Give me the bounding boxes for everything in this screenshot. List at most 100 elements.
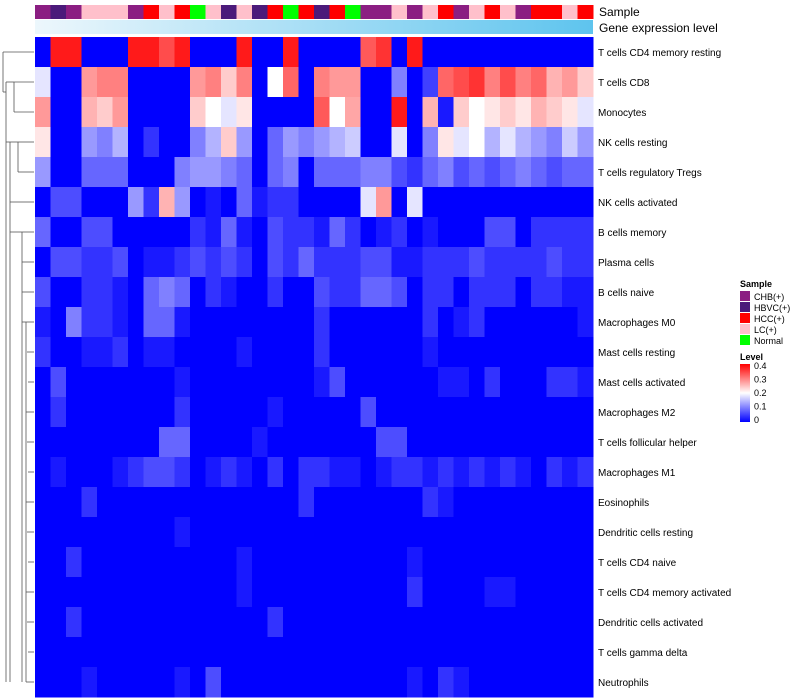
sample-annotation-cell: [515, 5, 532, 19]
heatmap-cell: [252, 157, 268, 188]
heatmap-cell: [252, 487, 268, 518]
heatmap-cell: [236, 97, 253, 128]
heatmap-cell: [252, 397, 268, 428]
heatmap-cell: [407, 607, 423, 638]
heatmap-cell: [298, 157, 315, 188]
heatmap-cell: [159, 157, 175, 188]
heatmap-cell: [407, 487, 423, 518]
sample-annotation-cell: [376, 5, 392, 19]
heatmap-cell: [562, 427, 578, 458]
heatmap-cell: [376, 607, 392, 638]
heatmap-cell: [422, 337, 439, 368]
heatmap-cell: [345, 157, 361, 188]
heatmap-cell: [546, 427, 563, 458]
heatmap-cell: [329, 247, 346, 278]
heatmap-cell: [81, 427, 98, 458]
heatmap-cell: [205, 187, 222, 218]
heatmap-cell: [97, 247, 113, 278]
heatmap-cell: [360, 37, 377, 68]
heatmap-cell: [329, 307, 346, 338]
heatmap-cell: [35, 457, 51, 488]
heatmap-cell: [531, 307, 547, 338]
heatmap-cell: [298, 97, 315, 128]
heatmap-cell: [97, 277, 113, 308]
heatmap-cell: [190, 547, 206, 578]
heatmap-cell: [407, 337, 423, 368]
heatmap-cell: [267, 547, 284, 578]
heatmap-cell: [221, 607, 237, 638]
heatmap-cell: [221, 127, 237, 158]
heatmap-cell: [283, 487, 299, 518]
heatmap-cell: [515, 487, 532, 518]
row-label: B cells memory: [598, 228, 666, 239]
heatmap-cell: [453, 637, 470, 668]
level-tick-label: 0.3: [754, 375, 767, 385]
heatmap-cell: [159, 667, 175, 698]
heatmap-cell: [376, 637, 392, 668]
heatmap-cell: [515, 217, 532, 248]
heatmap-cell: [438, 157, 454, 188]
heatmap-cell: [174, 157, 191, 188]
heatmap-cell: [407, 397, 423, 428]
heatmap-cell: [360, 337, 377, 368]
heatmap-cell: [391, 667, 408, 698]
row-label: NK cells resting: [598, 138, 667, 149]
heatmap-cell: [128, 607, 144, 638]
heatmap-cell: [531, 67, 547, 98]
heatmap-cell: [97, 307, 113, 338]
heatmap-cell: [97, 547, 113, 578]
heatmap-cell: [298, 247, 315, 278]
heatmap-cell: [469, 157, 485, 188]
heatmap-cell: [422, 367, 439, 398]
heatmap-cell: [143, 667, 160, 698]
heatmap-cell: [562, 637, 578, 668]
heatmap-cell: [345, 397, 361, 428]
heatmap-cell: [453, 277, 470, 308]
heatmap-cell: [314, 37, 330, 68]
heatmap-cell: [391, 367, 408, 398]
heatmap-cell: [515, 637, 532, 668]
heatmap-cell: [438, 487, 454, 518]
heatmap-cell: [97, 577, 113, 608]
heatmap-cell: [500, 307, 516, 338]
heatmap-cell: [252, 547, 268, 578]
heatmap-cell: [97, 667, 113, 698]
heatmap-cell: [345, 67, 361, 98]
heatmap-cell: [221, 367, 237, 398]
heatmap-cell: [515, 427, 532, 458]
heatmap-cell: [391, 517, 408, 548]
heatmap-cell: [143, 277, 160, 308]
heatmap-cell: [453, 577, 470, 608]
heatmap-cell: [345, 187, 361, 218]
heatmap-cell: [500, 637, 516, 668]
heatmap-cell: [469, 577, 485, 608]
heatmap-cell: [438, 427, 454, 458]
heatmap-cell: [469, 217, 485, 248]
sample-annotation-cell: [345, 5, 361, 19]
heatmap-cell: [376, 247, 392, 278]
heatmap-cell: [283, 67, 299, 98]
heatmap-cell: [345, 487, 361, 518]
row-labels: T cells CD4 memory resting T cells CD8 Mon…: [598, 48, 731, 689]
heatmap-cell: [438, 97, 454, 128]
sample-annotation-cell: [252, 5, 268, 19]
heatmap-cell: [469, 427, 485, 458]
heatmap-cell: [159, 37, 175, 68]
heatmap-cell: [50, 307, 67, 338]
heatmap-cell: [35, 427, 51, 458]
heatmap-cell: [407, 217, 423, 248]
heatmap-cell: [438, 457, 454, 488]
heatmap-cell: [128, 337, 144, 368]
heatmap-cell: [35, 517, 51, 548]
heatmap-cell: [562, 127, 578, 158]
heatmap-cell: [453, 187, 470, 218]
heatmap-cell: [35, 217, 51, 248]
heatmap-cell: [159, 67, 175, 98]
heatmap-cell: [236, 637, 253, 668]
heatmap-cell: [143, 577, 160, 608]
heatmap-cell: [252, 217, 268, 248]
heatmap-cell: [205, 367, 222, 398]
heatmap-cell: [35, 247, 51, 278]
heatmap-cell: [66, 367, 82, 398]
